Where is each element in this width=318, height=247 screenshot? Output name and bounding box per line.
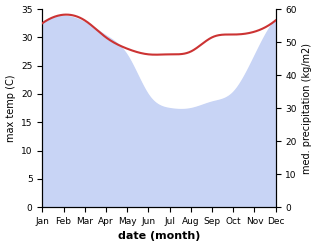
Y-axis label: max temp (C): max temp (C) [5, 74, 16, 142]
Y-axis label: med. precipitation (kg/m2): med. precipitation (kg/m2) [302, 43, 313, 174]
X-axis label: date (month): date (month) [118, 231, 200, 242]
